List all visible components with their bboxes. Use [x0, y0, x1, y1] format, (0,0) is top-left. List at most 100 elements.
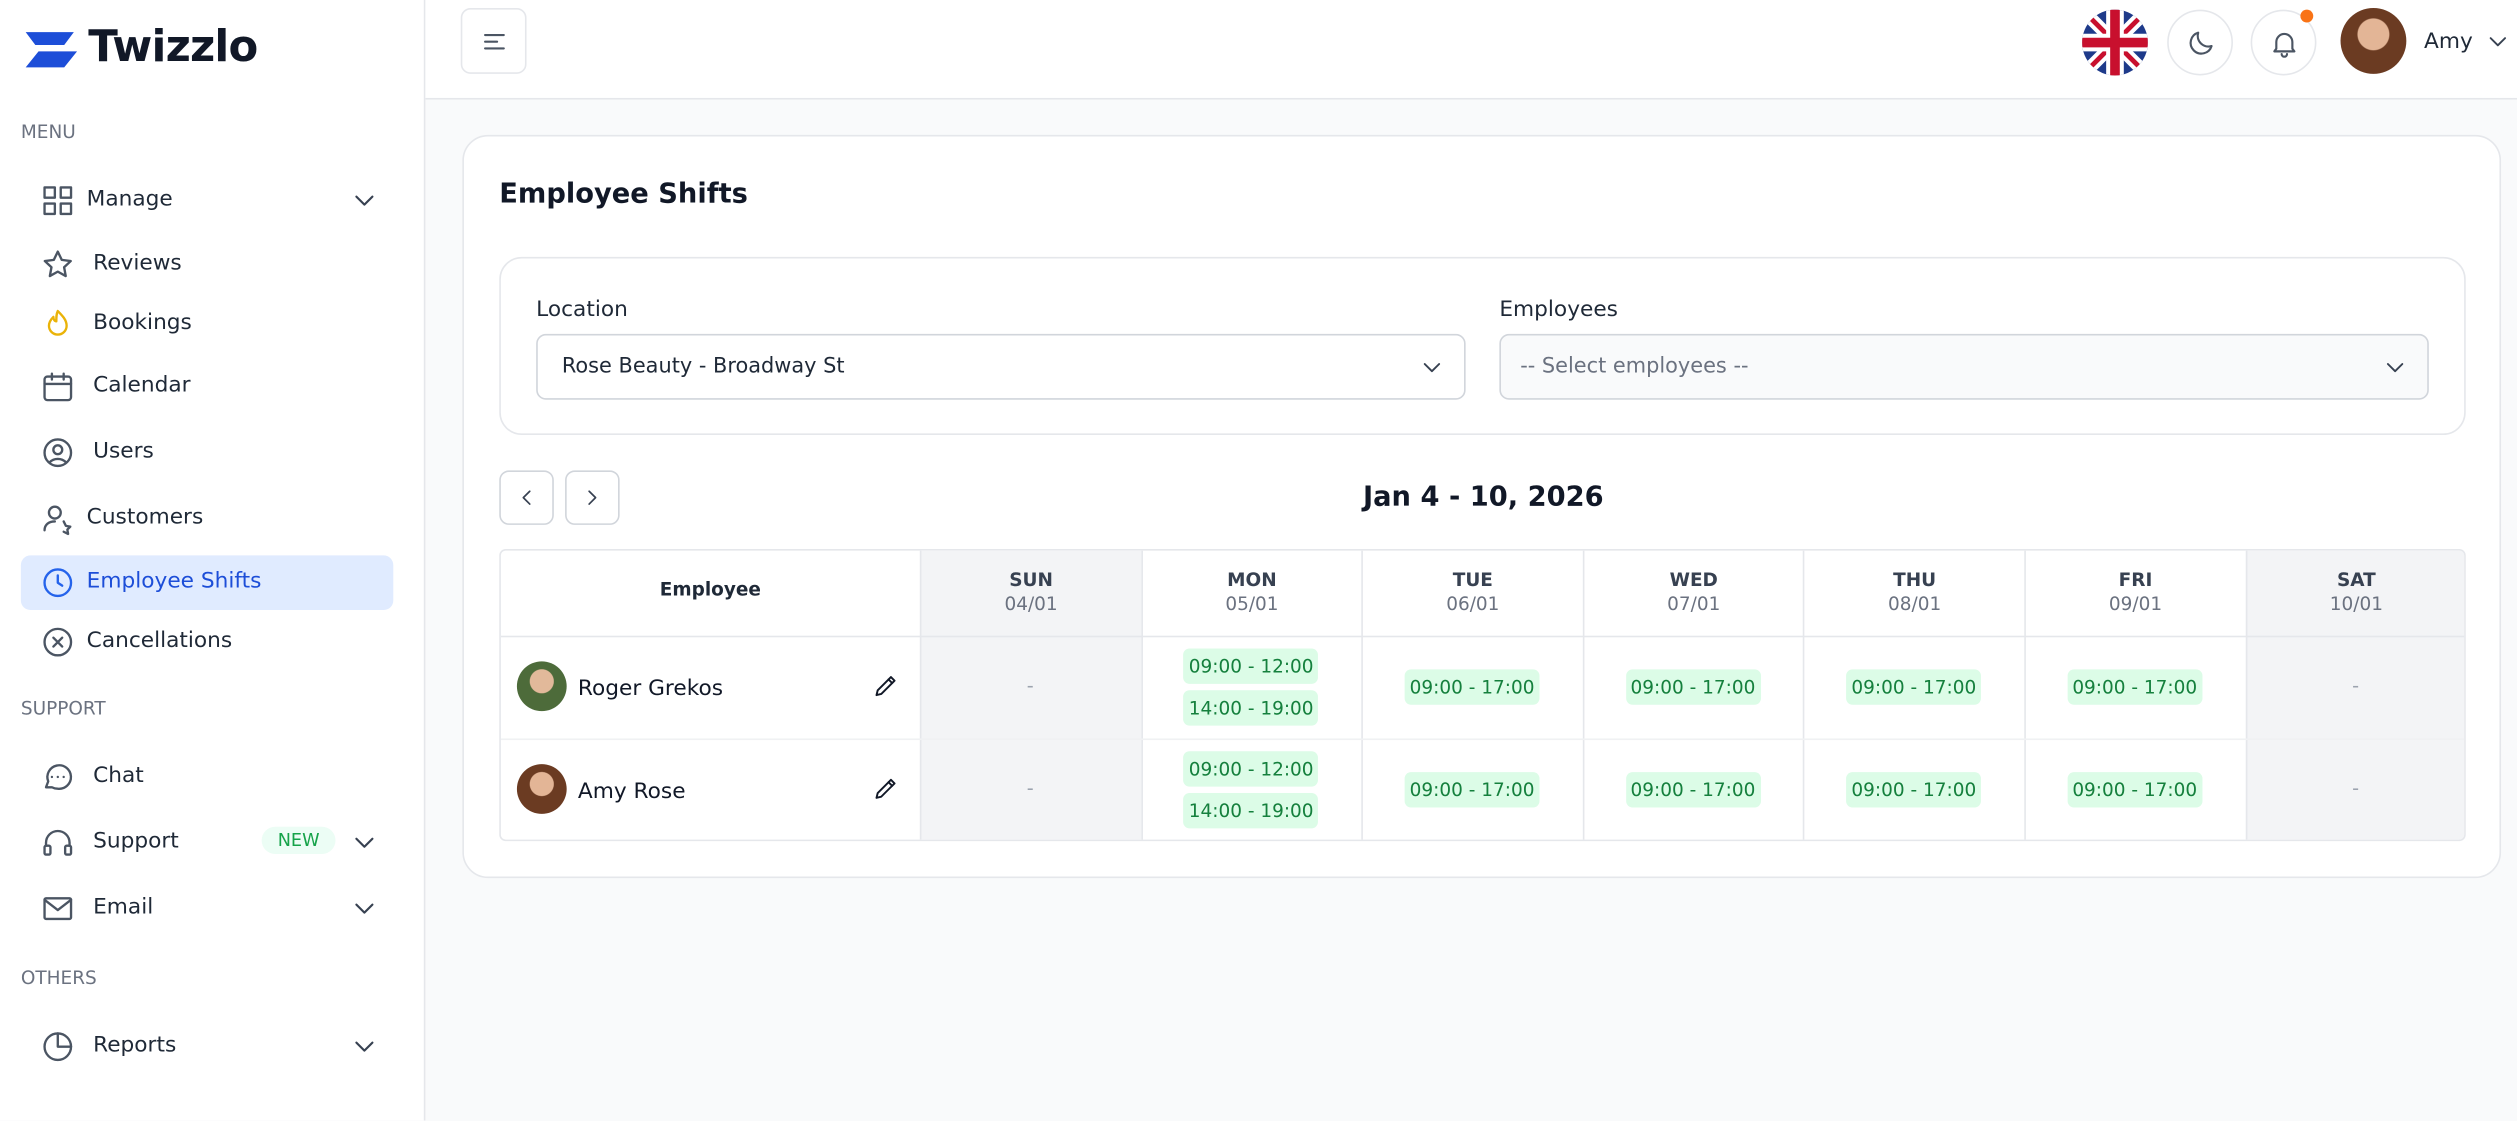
shift-badge[interactable]: 09:00 - 17:00 — [1846, 669, 1982, 705]
day-date: 08/01 — [1888, 592, 1942, 615]
language-flag[interactable] — [2082, 9, 2148, 76]
nav-label: Users — [93, 438, 154, 464]
shift-badge[interactable]: 09:00 - 17:00 — [2067, 669, 2203, 705]
shift-badge[interactable]: 09:00 - 17:00 — [2067, 772, 2203, 808]
icon — [483, 33, 505, 50]
nav-label: Customers — [86, 504, 204, 530]
nav-icon — [40, 624, 75, 659]
icon — [43, 250, 72, 278]
user-name[interactable]: Amy — [2424, 28, 2473, 55]
menu-toggle[interactable] — [460, 8, 527, 74]
icon — [43, 438, 73, 468]
nav-icon — [40, 501, 75, 536]
nav-item[interactable]: Support NEW — [21, 815, 393, 870]
row-divider — [500, 738, 2465, 741]
nav-item[interactable]: Customers — [21, 491, 393, 546]
day-column: FRI 09/01 — [2024, 550, 2245, 840]
nav-label: Email — [93, 894, 154, 920]
nav-item[interactable]: Users — [21, 425, 393, 480]
nav-chevron[interactable] — [348, 893, 380, 925]
nav-item[interactable]: Reports — [21, 1019, 393, 1074]
notification-dot — [2300, 9, 2314, 23]
icon — [875, 676, 896, 697]
shift-badge[interactable]: 09:00 - 17:00 — [1625, 669, 1761, 705]
day-name: SAT — [2337, 568, 2376, 591]
icon — [355, 837, 374, 848]
row-divider — [500, 635, 2465, 638]
nav-label: Calendar — [93, 372, 191, 399]
empty-cell: - — [2352, 674, 2360, 697]
nav-label: Employee Shifts — [86, 568, 262, 594]
prev-week[interactable] — [499, 470, 554, 525]
select-chevron — [2381, 353, 2410, 382]
topbar: Amy — [425, 0, 2517, 100]
icon — [522, 490, 531, 505]
empty-cell: - — [2352, 776, 2360, 800]
shift-badge[interactable]: 09:00 - 17:00 — [1404, 772, 1540, 808]
select-value: Rose Beauty - Broadway St — [561, 354, 845, 379]
icon — [355, 903, 374, 914]
shift-badge[interactable]: 09:00 - 17:00 — [1846, 772, 1982, 808]
brand[interactable]: Twizzlo — [88, 22, 258, 73]
icon — [43, 627, 73, 657]
nav-chevron[interactable] — [348, 1031, 380, 1063]
location-select[interactable]: Rose Beauty - Broadway St — [536, 333, 1466, 400]
day-date: 05/01 — [1225, 592, 1279, 615]
shift-badge[interactable]: 09:00 - 12:00 — [1183, 648, 1319, 684]
nav-chevron[interactable] — [348, 185, 380, 217]
edit-button[interactable] — [872, 774, 901, 803]
nav-item[interactable]: Manage — [21, 173, 393, 228]
edit-button[interactable] — [872, 671, 901, 700]
logo-mark[interactable] — [22, 32, 80, 71]
nav-item[interactable]: Cancellations — [21, 615, 393, 670]
user-chevron[interactable] — [2483, 27, 2512, 56]
shift-badge[interactable]: 09:00 - 17:00 — [1404, 669, 1540, 705]
shift-badge[interactable]: 14:00 - 19:00 — [1183, 793, 1319, 829]
section-title: MENU — [20, 120, 76, 143]
notifications[interactable] — [2250, 9, 2317, 76]
theme-toggle[interactable] — [2167, 9, 2233, 76]
empty-cell: - — [1026, 776, 1034, 800]
nav-item[interactable]: Calendar — [21, 360, 393, 415]
section-title: SUPPORT — [20, 696, 106, 720]
card: Employee Shifts Location Rose Beauty - Bro… — [462, 134, 2502, 879]
icon — [44, 764, 73, 790]
nav-label: Manage — [86, 186, 173, 212]
page-title: Employee Shifts — [499, 178, 748, 211]
weekend-column: SAT 10/01 — [2245, 550, 2465, 840]
icon — [43, 1032, 73, 1062]
icon — [43, 568, 73, 598]
weekend-column: SUN 04/01 — [919, 550, 1141, 840]
nav-item[interactable]: Reviews — [21, 238, 393, 293]
shift-badge[interactable]: 09:00 - 12:00 — [1183, 751, 1319, 787]
user-avatar[interactable] — [2340, 8, 2407, 74]
nav-chevron[interactable] — [348, 827, 380, 859]
shifts-table: Employee SUN 04/01 MON 05/01 TUE 06/01 WED 07/01… — [499, 549, 2466, 842]
nav-item[interactable]: Bookings — [21, 297, 393, 352]
section-title: OTHERS — [20, 966, 97, 989]
icon — [2386, 363, 2404, 373]
employee-avatar — [516, 661, 567, 712]
day-date: 06/01 — [1446, 592, 1500, 615]
day-column: TUE 06/01 — [1361, 550, 1583, 840]
day-name: MON — [1227, 568, 1277, 591]
nav-item[interactable]: Email — [21, 881, 393, 936]
icon — [43, 505, 72, 536]
icon — [2189, 31, 2213, 55]
select-placeholder: -- Select employees -- — [1520, 354, 1749, 379]
icon — [43, 372, 73, 402]
day-column: MON 05/01 — [1140, 550, 1362, 840]
employees-select[interactable]: -- Select employees -- — [1499, 333, 2429, 400]
day-name: SUN — [1009, 568, 1053, 591]
shift-badge[interactable]: 09:00 - 17:00 — [1625, 772, 1761, 808]
icon — [2489, 37, 2507, 47]
next-week[interactable] — [565, 470, 620, 525]
nav-item-active[interactable]: Employee Shifts — [20, 555, 394, 611]
nav-item[interactable]: Chat — [21, 750, 393, 805]
day-name: TUE — [1452, 568, 1493, 591]
employee-name: Amy Rose — [577, 778, 686, 805]
icon — [355, 195, 374, 206]
select-chevron — [1417, 353, 1446, 382]
shift-badge[interactable]: 14:00 - 19:00 — [1183, 690, 1319, 726]
